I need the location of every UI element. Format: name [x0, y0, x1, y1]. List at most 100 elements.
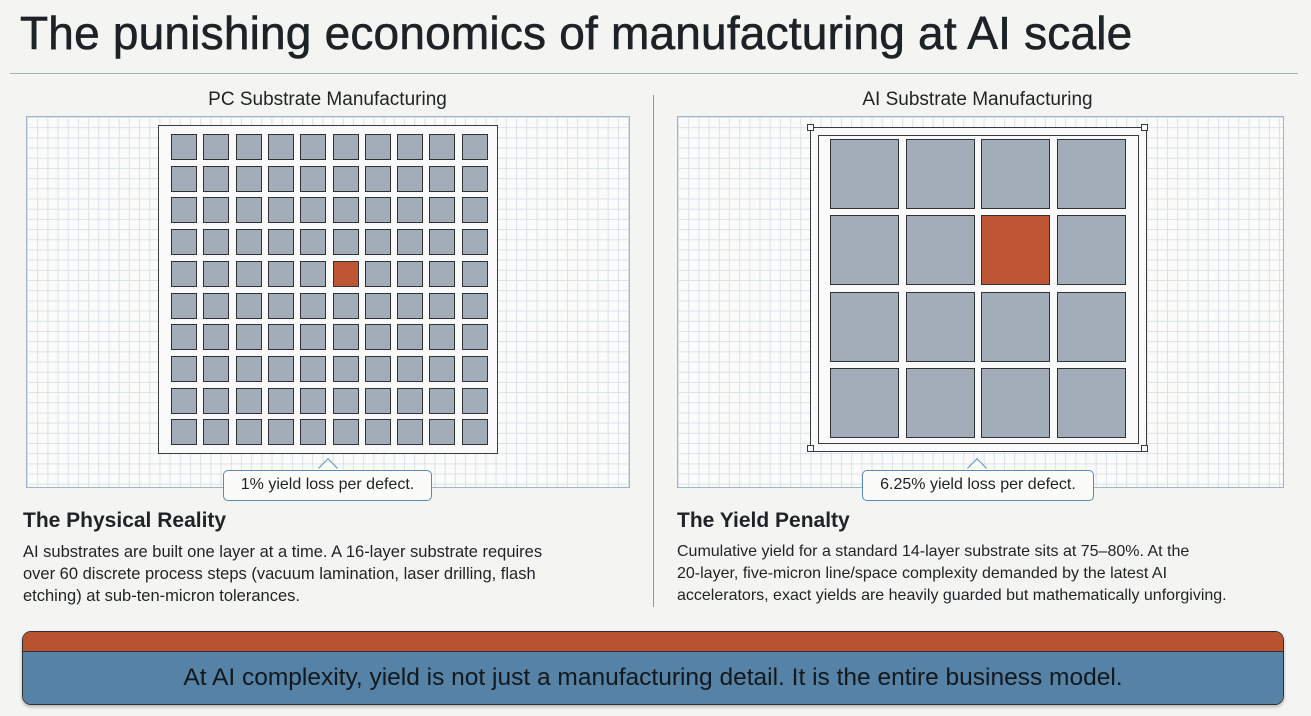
physical-reality-line: over 60 discrete process steps (vacuum l…	[23, 565, 536, 583]
die	[300, 324, 327, 351]
die	[397, 165, 424, 192]
die	[235, 229, 262, 256]
die	[203, 387, 230, 414]
die	[267, 260, 294, 287]
die	[203, 229, 230, 256]
die	[300, 292, 327, 319]
die	[171, 324, 197, 351]
pc-substrate-title: PC Substrate Manufacturing	[208, 89, 447, 110]
die	[397, 229, 424, 256]
die	[300, 165, 327, 192]
pc-substrate-panel	[158, 125, 498, 454]
die	[461, 419, 488, 446]
physical-reality-line: etching) at sub-ten-micron tolerances.	[23, 587, 300, 605]
die	[397, 197, 424, 224]
die	[235, 387, 262, 414]
die	[267, 165, 294, 192]
die	[267, 229, 294, 256]
die	[1056, 215, 1126, 286]
die	[461, 260, 488, 287]
die	[461, 229, 488, 256]
die	[332, 387, 359, 414]
defective-die	[981, 215, 1050, 286]
die	[203, 292, 230, 319]
die	[300, 197, 327, 224]
title-divider	[10, 73, 1298, 74]
die	[397, 260, 424, 287]
yield-penalty-line: Cumulative yield for a standard 14-layer…	[677, 543, 1190, 560]
panel-divider	[653, 95, 654, 607]
die	[905, 367, 975, 438]
die	[1056, 291, 1126, 362]
die	[364, 355, 391, 382]
ai-yield-callout: 6.25% yield loss per defect.	[862, 470, 1094, 501]
die	[461, 134, 488, 160]
die	[267, 387, 294, 414]
die	[267, 419, 294, 446]
die	[171, 292, 197, 319]
die	[267, 197, 294, 224]
die	[332, 292, 359, 319]
die	[171, 229, 197, 256]
die	[397, 324, 424, 351]
die	[203, 355, 230, 382]
die	[332, 419, 359, 446]
physical-reality-line: AI substrates are built one layer at a t…	[23, 543, 543, 561]
die	[203, 324, 230, 351]
die	[364, 292, 391, 319]
die	[429, 260, 456, 287]
die	[397, 134, 424, 160]
die	[267, 355, 294, 382]
die	[364, 134, 391, 160]
die	[429, 134, 456, 160]
die	[332, 324, 359, 351]
die	[981, 291, 1050, 362]
ai-substrate-title: AI Substrate Manufacturing	[862, 89, 1093, 110]
die	[461, 165, 488, 192]
die	[830, 367, 899, 438]
die	[300, 387, 327, 414]
die	[203, 260, 230, 287]
die	[830, 215, 899, 286]
die	[267, 324, 294, 351]
die	[171, 387, 197, 414]
die	[235, 292, 262, 319]
yield-penalty-line: 20-layer, five-micron line/space complex…	[677, 565, 1168, 582]
die	[171, 419, 197, 446]
die	[1056, 367, 1126, 438]
die	[830, 139, 899, 209]
die	[364, 260, 391, 287]
ai-substrate-corner	[1141, 445, 1148, 452]
die	[461, 355, 488, 382]
die	[171, 134, 197, 160]
die	[905, 215, 975, 286]
die	[429, 355, 456, 382]
die	[332, 197, 359, 224]
die	[203, 165, 230, 192]
yield-penalty-line: accelerators, exact yields are heavily g…	[677, 587, 1227, 604]
die	[300, 419, 327, 446]
die	[429, 165, 456, 192]
die	[397, 387, 424, 414]
die	[300, 260, 327, 287]
die	[332, 134, 359, 160]
die	[364, 165, 391, 192]
die	[429, 197, 456, 224]
die	[981, 367, 1050, 438]
ai-substrate-corner	[807, 445, 814, 452]
die	[235, 324, 262, 351]
die	[267, 134, 294, 160]
die	[203, 134, 230, 160]
die	[300, 134, 327, 160]
die	[332, 165, 359, 192]
die	[171, 260, 197, 287]
die	[905, 291, 975, 362]
die	[171, 197, 197, 224]
banner-accent-stripe	[23, 632, 1283, 652]
die	[364, 229, 391, 256]
die	[461, 197, 488, 224]
defective-die	[332, 260, 359, 287]
die	[235, 260, 262, 287]
die	[461, 324, 488, 351]
die	[429, 292, 456, 319]
